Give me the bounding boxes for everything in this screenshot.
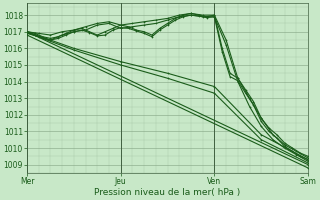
X-axis label: Pression niveau de la mer( hPa ): Pression niveau de la mer( hPa ) [94, 188, 241, 197]
